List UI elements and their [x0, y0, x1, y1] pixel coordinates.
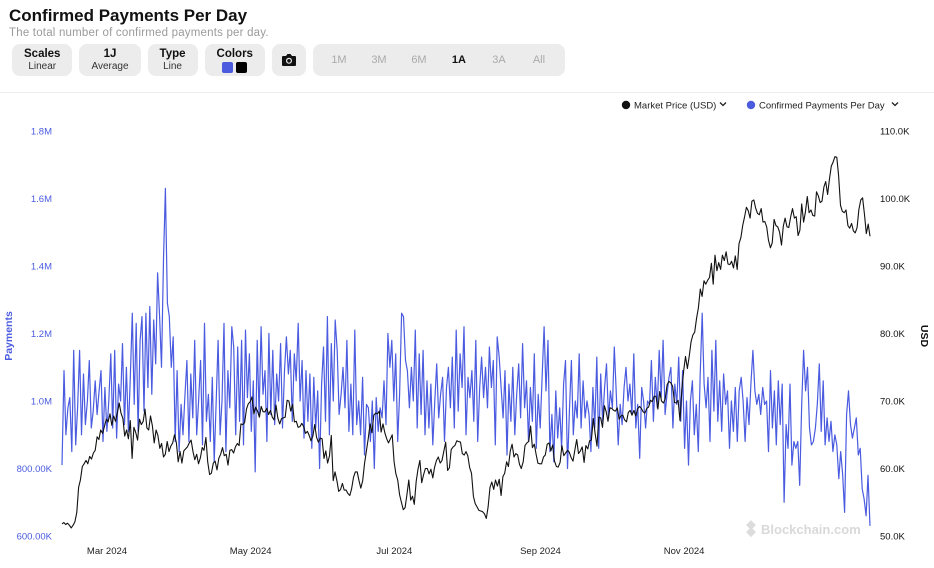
color-swatch-price	[236, 61, 248, 73]
type-value: Line	[163, 60, 182, 72]
y-left-axis-label: Payments	[3, 311, 15, 361]
y-left-tick-label: 1.8M	[31, 127, 52, 138]
legend-dot-payments	[746, 100, 756, 110]
right-axis: 50.0K 60.0K 70.0K 80.0K 90.0K 100.0K 110.0K	[880, 127, 911, 543]
y-left-tick-label: 1.0M	[31, 397, 52, 408]
y-right-tick-label: 90.0K	[880, 262, 905, 273]
camera-icon	[281, 54, 296, 66]
type-button[interactable]: Type Line	[147, 44, 198, 76]
x-tick-label: Jul 2024	[376, 546, 412, 557]
range-3a[interactable]: 3A	[492, 54, 506, 66]
y-left-tick-label: 600.00K	[17, 532, 53, 543]
page-subtitle: The total number of confirmed payments p…	[9, 27, 269, 39]
legend-item-payments[interactable]: Confirmed Payments Per Day	[746, 100, 899, 112]
average-button[interactable]: 1J Average	[79, 44, 141, 76]
x-tick-label: Sep 2024	[520, 546, 561, 557]
y-right-axis-label: USD	[918, 325, 930, 348]
color-swatch-payments	[222, 61, 234, 73]
legend-dot-price	[621, 100, 631, 110]
x-tick-label: Nov 2024	[664, 546, 705, 557]
y-left-tick-label: 1.6M	[31, 194, 52, 205]
scales-button[interactable]: Scales Linear	[12, 44, 73, 76]
left-axis: 600.00K 800.00K 1.0M 1.2M 1.4M 1.6M 1.8M	[17, 127, 53, 543]
y-left-tick-label: 1.2M	[31, 329, 52, 340]
screenshot-button[interactable]	[271, 44, 306, 76]
y-right-tick-label: 110.0K	[880, 127, 910, 138]
range-all[interactable]: All	[532, 54, 546, 66]
range-selector: 1M 3M 6M 1A 3A All	[312, 44, 565, 76]
y-right-tick-label: 100.0K	[880, 194, 911, 205]
range-1a[interactable]: 1A	[451, 54, 466, 66]
colors-label: Colors	[216, 47, 253, 60]
watermark-text: Blockchain.com	[761, 522, 861, 537]
average-label: 1J	[103, 47, 117, 60]
chevron-down-icon	[891, 102, 899, 107]
legend-label-price: Market Price (USD)	[634, 101, 716, 112]
range-3m[interactable]: 3M	[371, 54, 387, 66]
x-axis: Mar 2024 May 2024 Jul 2024 Sep 2024 Nov 2024	[87, 546, 705, 557]
chevron-down-icon	[719, 102, 727, 107]
legend-label-payments: Confirmed Payments Per Day	[759, 101, 885, 112]
y-right-tick-label: 60.0K	[880, 464, 905, 475]
legend-item-price[interactable]: Market Price (USD)	[621, 100, 727, 112]
average-value: Average	[91, 60, 129, 72]
chart-legend: Market Price (USD) Confirmed Payments Pe…	[621, 100, 899, 112]
chart-toolbar: Scales Linear 1J Average Type Line Color…	[12, 44, 565, 76]
x-tick-label: May 2024	[230, 546, 272, 557]
scales-label: Scales	[24, 47, 61, 60]
colors-button[interactable]: Colors	[204, 44, 265, 76]
y-right-tick-label: 70.0K	[880, 397, 905, 408]
page-title: Confirmed Payments Per Day	[9, 6, 248, 25]
chart-area: Blockchain.com 600.00K 800.00K 1.0M 1.2M 1.4…	[3, 100, 930, 558]
range-1m[interactable]: 1M	[331, 54, 347, 66]
type-label: Type	[159, 47, 186, 60]
series-line-payments	[61, 187, 871, 526]
y-right-tick-label: 50.0K	[880, 532, 905, 543]
x-tick-label: Mar 2024	[87, 546, 127, 557]
y-right-tick-label: 80.0K	[880, 329, 905, 340]
range-6m[interactable]: 6M	[411, 54, 427, 66]
header-divider	[0, 92, 934, 93]
series-line-price	[61, 156, 871, 529]
y-left-tick-label: 1.4M	[31, 262, 52, 273]
y-left-tick-label: 800.00K	[17, 464, 53, 475]
blockchain-logo-icon	[746, 520, 756, 538]
scales-value: Linear	[28, 60, 57, 72]
watermark: Blockchain.com	[746, 520, 861, 538]
